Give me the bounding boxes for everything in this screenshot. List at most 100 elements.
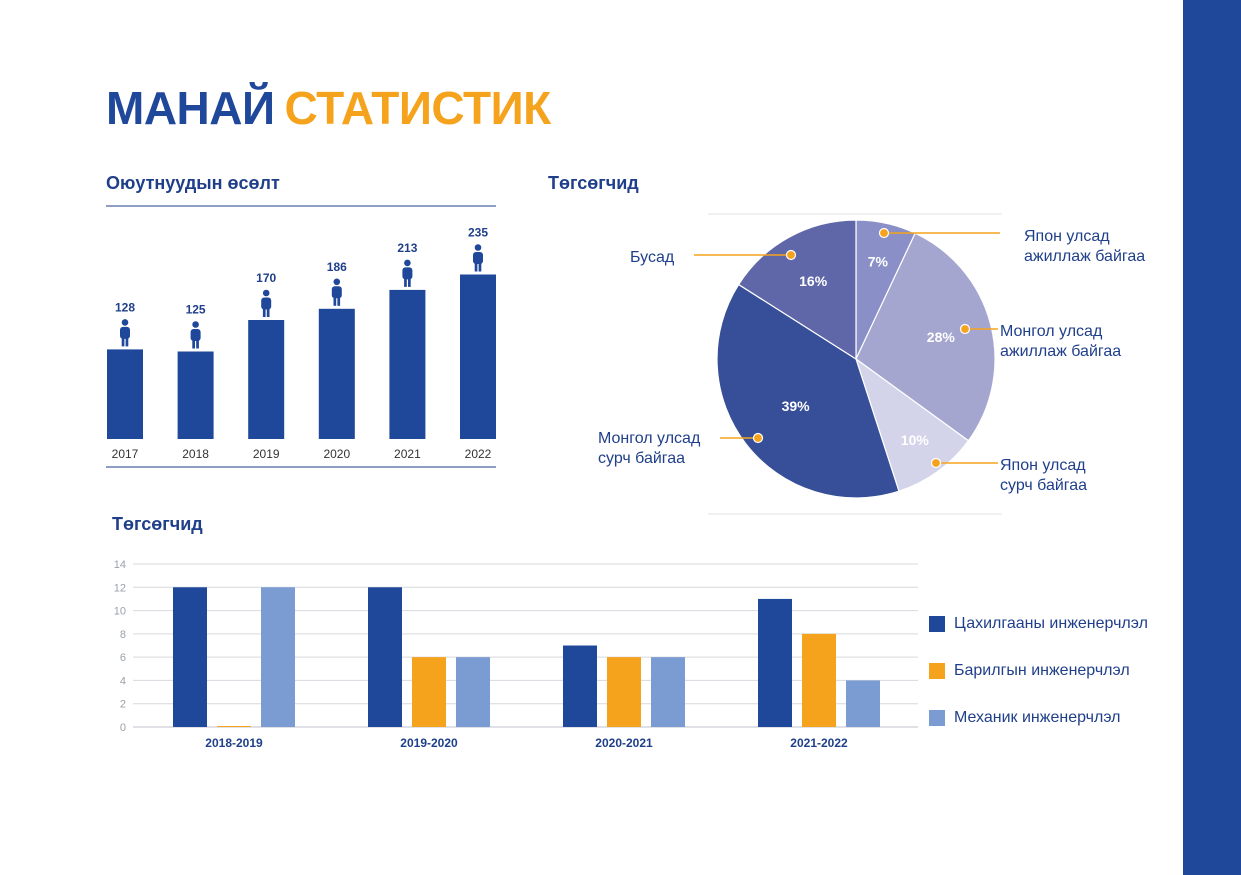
pie-value-label-2: 10% xyxy=(901,432,930,448)
person-icon xyxy=(331,278,342,306)
bar-2020 xyxy=(318,308,355,439)
x-tick-2020-2021: 2020-2021 xyxy=(595,736,653,750)
legend-label-mechanical: Механик инженерчлэл xyxy=(954,708,1121,726)
bar-2021-2022-series-1 xyxy=(802,633,836,727)
person-icon-leg xyxy=(408,276,411,287)
y-tick-14: 14 xyxy=(114,559,126,571)
pie-callout-dot-0 xyxy=(878,227,890,239)
graduates-bar-chart: 0 2 4 6 8 10 12 14 2018-2019 2019-2020 2020-2021 20… xyxy=(114,559,918,750)
pie-category-label-line: ажиллаж байгаа xyxy=(1024,248,1145,265)
y-tick-10: 10 xyxy=(114,606,126,618)
pie-category-label-2: Япон улсад сурч байгаа xyxy=(1000,457,1087,494)
pie-slice-3 xyxy=(716,283,900,499)
legend-item-electrical: Цахилгааны инженерчлэл xyxy=(929,612,1148,635)
pie-category-label-line: ажиллаж байгаа xyxy=(1000,343,1121,360)
person-icon-leg xyxy=(337,295,341,306)
bar-2019-2020-series-1 xyxy=(412,657,446,727)
pie-category-label-line: Бусад xyxy=(630,249,675,266)
person-icon-body xyxy=(402,267,413,280)
legend-item-construction: Барилгын инженерчлэл xyxy=(929,659,1148,682)
pie-category-label-0: Япон улсад ажиллаж байгаа xyxy=(1024,228,1145,265)
right-accent-band xyxy=(1183,0,1241,875)
page-title: МАНАЙ СТАТИСТИК xyxy=(106,80,551,136)
legend-label-construction: Барилгын инженерчлэл xyxy=(954,661,1130,679)
x-tick-2019-2020: 2019-2020 xyxy=(400,736,458,750)
person-icon-leg xyxy=(333,295,337,306)
person-icon-leg xyxy=(262,307,266,317)
bar-2018-2019-series-1 xyxy=(217,726,251,727)
graduates-bar-title: Төгсөгчид xyxy=(112,514,203,534)
person-icon-leg xyxy=(474,261,478,272)
pie-category-label-3: Монгол улсад сурч байгаа xyxy=(598,430,701,467)
graduates-pie-title: Төгсөгчид xyxy=(548,173,639,193)
person-icon-body xyxy=(261,297,272,310)
bar-2021-2022-series-0 xyxy=(758,598,792,727)
person-icon xyxy=(402,259,413,287)
person-icon-leg xyxy=(125,336,129,347)
person-icon-head xyxy=(192,321,199,328)
person-icon-leg xyxy=(192,338,195,349)
y-tick-2: 2 xyxy=(120,699,126,711)
person-icon-head xyxy=(333,278,341,286)
bar-2018-2019-series-0 xyxy=(173,587,207,727)
y-tick-4: 4 xyxy=(120,675,126,687)
person-icon xyxy=(473,244,483,272)
data-label-2019: 170 xyxy=(256,271,276,285)
person-icon xyxy=(261,289,272,317)
person-icon-head xyxy=(121,319,129,326)
pie-value-label-4: 16% xyxy=(799,273,828,289)
pie-category-label-line: Монгол улсад xyxy=(598,430,701,447)
pie-category-label-line: Япон улсад xyxy=(1024,228,1110,245)
pie-category-label-4: Бусад xyxy=(630,249,675,266)
student-growth-title: Оюутнуудын өсөлт xyxy=(106,173,280,193)
pie-value-label-3: 39% xyxy=(782,398,811,414)
pie-slice-2 xyxy=(854,357,970,492)
y-tick-8: 8 xyxy=(120,629,126,641)
bar-2019 xyxy=(248,320,285,439)
bar-2020-2021-series-2 xyxy=(651,657,685,727)
person-icon-head xyxy=(262,289,270,297)
pie-value-label-0: 7% xyxy=(868,253,889,269)
pie-callout-dot-1 xyxy=(959,323,971,335)
bar-2021 xyxy=(389,289,426,439)
person-icon-leg xyxy=(196,338,199,349)
pie-callout-dot-4 xyxy=(785,249,797,261)
pie-category-label-line: Япон улсад xyxy=(1000,457,1086,474)
person-icon-leg xyxy=(404,276,407,287)
graduates-pie-chart: 7% 28% 10% 39% 16% Япон улсад ажиллаж байгаа Мо… xyxy=(598,213,1145,515)
x-tick-2021-2022: 2021-2022 xyxy=(790,736,848,750)
bar-2020-2021-series-1 xyxy=(607,657,641,727)
pie-category-label-line: Монгол улсад xyxy=(1000,323,1103,340)
pie-category-label-line: сурч байгаа xyxy=(598,450,685,467)
bar-2018-2019-series-2 xyxy=(261,587,295,727)
person-icon xyxy=(120,319,130,347)
data-label-2017: 128 xyxy=(115,300,135,314)
person-icon-body xyxy=(120,326,130,339)
person-icon-body xyxy=(473,252,483,264)
bar-2019-2020-series-0 xyxy=(368,587,402,727)
pie-callout-dot-3 xyxy=(752,432,764,444)
legend-swatch-electrical xyxy=(929,615,945,632)
person-icon-leg xyxy=(478,261,482,272)
person-icon-body xyxy=(331,286,342,299)
legend-swatch-mechanical xyxy=(929,709,945,726)
y-tick-12: 12 xyxy=(114,582,126,594)
data-label-2021: 213 xyxy=(397,241,417,255)
bar-2021-2022-series-2 xyxy=(846,680,880,727)
y-tick-6: 6 xyxy=(120,652,126,664)
bar-2018 xyxy=(177,351,214,439)
data-label-2020: 186 xyxy=(327,260,347,274)
person-icon-head xyxy=(474,244,482,251)
legend-swatch-construction xyxy=(929,662,945,679)
bar-2017 xyxy=(107,349,143,439)
person-icon-body xyxy=(190,329,201,341)
x-tick-2022: 2022 xyxy=(465,447,492,461)
person-icon-leg xyxy=(266,307,270,317)
x-tick-2021: 2021 xyxy=(394,447,421,461)
graduates-legend: Цахилгааны инженерчлэл Барилгын инженерч… xyxy=(929,612,1148,753)
y-tick-0: 0 xyxy=(120,722,126,734)
page-title-part1: МАНАЙ xyxy=(106,82,275,134)
bar-2020-2021-series-0 xyxy=(563,645,597,727)
legend-label-electrical: Цахилгааны инженерчлэл xyxy=(954,614,1148,632)
pie-value-label-1: 28% xyxy=(927,329,956,345)
